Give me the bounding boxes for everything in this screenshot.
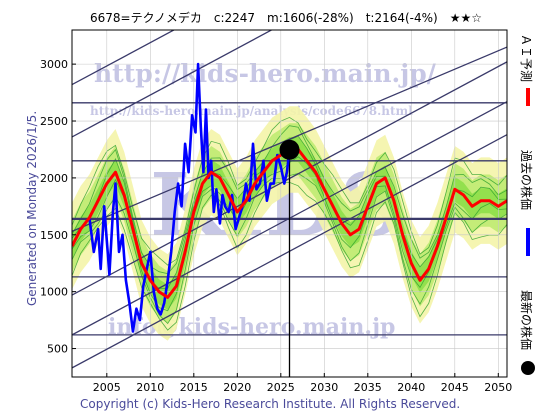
plot-area [72, 30, 507, 377]
y-tick-label: 3000 [40, 58, 68, 71]
x-tick-label: 2030 [310, 381, 338, 394]
x-tick-label: 2020 [223, 381, 251, 394]
watermark-analysis-url: http://kids-hero.main.jp/analysis/code66… [90, 104, 413, 118]
x-tick-label: 2015 [180, 381, 208, 394]
x-tick-label: 2035 [354, 381, 382, 394]
trend-channel-line [72, 30, 273, 138]
legend-item-ai-forecast: ＡＩ予測 [519, 34, 533, 106]
latest-price-marker [279, 139, 300, 160]
y-tick-label: 1000 [40, 286, 68, 299]
y-tick-label: 2500 [40, 115, 68, 128]
simulation-line [72, 125, 507, 275]
plot-content [72, 30, 507, 377]
x-tick-label: 2050 [484, 381, 512, 394]
y-tick-label: 500 [47, 343, 68, 356]
legend-label-past-price: 過去の株価 [519, 150, 534, 210]
black-dot-icon [521, 361, 535, 375]
copyright-footer: Copyright (c) Kids-Hero Research Institu… [80, 397, 460, 411]
legend-label-latest-price: 最新の株価 [519, 290, 534, 350]
watermark-url: http://kids-hero.main.jp/ [94, 59, 437, 88]
legend-label-ai-forecast: ＡＩ予測 [519, 34, 533, 82]
legend: ＡＩ予測 過去の株価 最新の株価 [519, 34, 535, 375]
chart-title: 6678=テクノメデカ c:2247 m:1606(-28%) t:2164(-… [90, 10, 482, 25]
y-tick-label: 2000 [40, 172, 68, 185]
legend-item-latest-price: 最新の株価 [519, 290, 535, 375]
trend-channel-line [72, 46, 507, 232]
x-tick-label: 2025 [267, 381, 295, 394]
trend-channel-line [72, 30, 176, 86]
x-tick-label: 2045 [441, 381, 469, 394]
x-tick-label: 2005 [93, 381, 121, 394]
y-tick-label: 1500 [40, 229, 68, 242]
x-tick-label: 2040 [397, 381, 425, 394]
generated-date-note: Generated on Monday 2026/1/5. [25, 111, 39, 306]
axes: 2005 2010 2015 2020 2025 2030 2035 2040 2045 2050… [40, 29, 512, 394]
plot-frame [71, 29, 508, 378]
x-tick-label: 2010 [136, 381, 164, 394]
simulation-line [72, 116, 507, 266]
legend-item-past-price: 過去の株価 [519, 150, 534, 256]
